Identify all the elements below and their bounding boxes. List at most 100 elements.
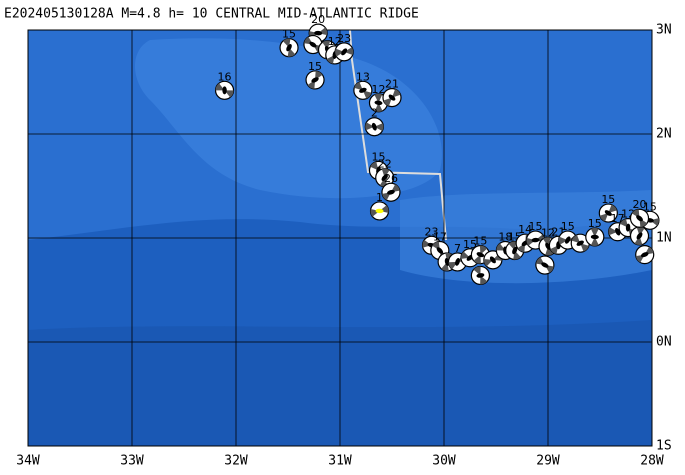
beachball-axis [381,174,388,181]
event-label: 22 [378,158,392,171]
beachball-axis [314,30,323,36]
beachball-axis [576,240,584,246]
lat-tick-label: 0N [656,335,672,350]
beachball-axis [311,77,319,83]
beachball-axis [286,44,292,52]
beachball-quadrant [354,82,363,91]
beachball-quadrant [571,234,581,244]
beachball [334,42,354,62]
beachball [279,38,299,58]
beachball-quadrant [590,236,599,246]
beachball-axis [455,258,460,266]
beachball [570,233,590,253]
beachball-axis [309,41,317,48]
lon-tick-label: 30W [432,454,456,469]
beachball-axis [590,234,599,240]
beachball [364,117,384,137]
event-label: 18 [498,230,512,243]
event-label: 15 [282,28,296,41]
beachball [629,226,650,246]
beachball-axis [374,100,383,106]
event-label: 15 [371,150,385,163]
beachball-quadrant [224,90,234,98]
lon-tick-label: 34W [16,454,40,469]
beachball-quadrant [383,97,392,107]
beachball-axis [541,262,549,268]
beachball [369,201,390,221]
beachball-quadrant [550,245,559,255]
beachball-quadrant [496,243,506,251]
beachball-quadrant [392,89,401,98]
map-title: E202405130128A M=4.8 h= 10 CENTRAL MID-A… [4,7,419,22]
beachball [598,203,618,223]
beachball [535,255,555,275]
beachball-quadrant [480,275,488,285]
lon-tick-label: 31W [328,454,352,469]
beachball-quadrant [473,266,481,276]
event-label: 15 [308,60,322,73]
event-label: 7 [454,242,461,255]
beachball-axis [341,48,348,56]
beachball [585,227,605,247]
beachball-axis [436,247,444,254]
beachball [525,230,546,250]
beachball-quadrant [542,237,551,247]
beachball [305,70,325,90]
beachball-quadrant [473,254,481,264]
beachball-quadrant [362,90,372,99]
beachball-quadrant [215,83,225,91]
event-label: 15 [601,193,615,206]
beachball [470,265,490,286]
beachball [629,208,650,228]
beachball-axis [476,252,485,258]
event-label: 1 [376,191,383,204]
lat-tick-label: 1S [656,439,672,454]
event-label: 17 [433,230,447,243]
event-label: 12 [541,226,555,239]
event-label: 26 [384,172,398,185]
beachball-quadrant [636,226,645,236]
beachball [382,87,402,108]
event-label: 15 [643,200,657,213]
beachball-quadrant [580,243,589,252]
beachball-quadrant [326,54,335,64]
beachball-quadrant [599,213,609,222]
event-label: 23 [425,225,439,238]
event-label: 15 [529,220,543,233]
beachball-axis [387,189,395,195]
beachball-quadrant [374,102,383,112]
beachball-quadrant [619,218,629,228]
beachball-quadrant [344,47,354,56]
lon-tick-label: 28W [640,454,664,469]
event-label: 20 [633,198,647,211]
beachball-quadrant [483,258,493,267]
beachball-axis [359,87,367,93]
event-label: 15 [473,235,487,248]
beachball-quadrant [370,161,379,171]
beachball-axis [371,122,377,131]
beachball-axis [636,232,643,240]
lon-tick-label: 33W [120,454,144,469]
beachball-quadrant [558,236,568,245]
beachball-quadrant [335,48,345,57]
beachball-quadrant [374,123,384,132]
event-label: 23 [337,32,351,45]
event-label: 12 [371,83,385,96]
beachball-quadrant [590,227,599,237]
event-label: 20 [311,13,325,26]
beachball-axis [625,223,631,232]
layer: 34W 33W 32W 31W 30W 29W 28W3N2N1N0N1S161515201… [16,13,671,468]
event-label: 14 [518,223,532,236]
beachball-axis [222,86,227,95]
beachball-quadrant [374,93,383,103]
beachball-quadrant [381,168,390,178]
beachball [635,245,655,265]
beachball-axis [476,273,485,278]
beachball-axis [564,236,571,244]
event-label: 15 [463,238,477,251]
beachball-axis [604,210,612,216]
event-label: 15 [588,217,602,230]
beachball-quadrant [634,235,643,245]
